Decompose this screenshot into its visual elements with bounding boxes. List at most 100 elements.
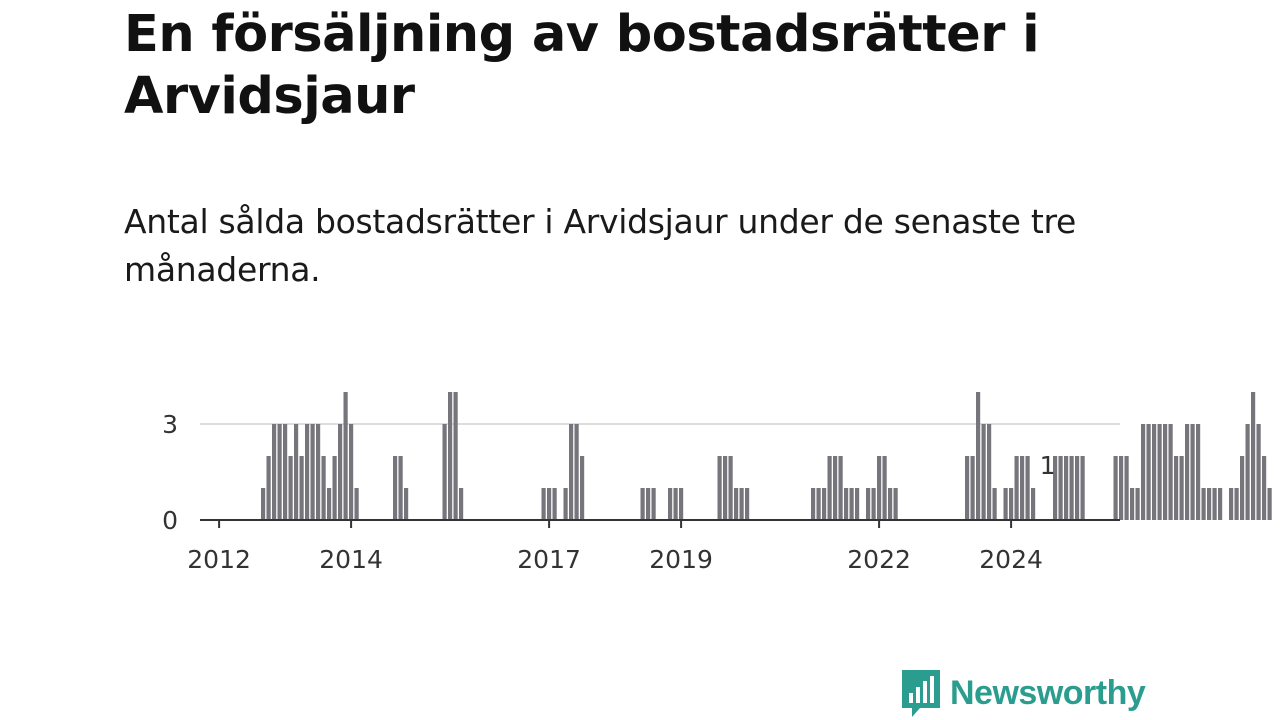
bar	[833, 456, 838, 520]
bar	[321, 456, 326, 520]
bar-chart: 0 3 1 2012 2014 2017 2019 2022 2024	[162, 392, 1272, 574]
bar	[1152, 424, 1157, 520]
bar	[310, 424, 315, 520]
bar	[1113, 456, 1118, 520]
bar	[1196, 424, 1201, 520]
bar	[1218, 488, 1223, 520]
x-tick-label: 2014	[319, 545, 383, 574]
bar	[640, 488, 645, 520]
bar	[1163, 424, 1168, 520]
bar	[1058, 456, 1063, 520]
bar	[745, 488, 750, 520]
bar	[283, 424, 288, 520]
y-tick-label: 3	[162, 410, 178, 439]
highlight-value-label: 1	[1040, 451, 1056, 480]
bar	[1124, 456, 1129, 520]
x-tick-label: 2024	[979, 545, 1043, 574]
bar	[1141, 424, 1146, 520]
bar	[888, 488, 893, 520]
bar	[1014, 456, 1019, 520]
bar	[822, 488, 827, 520]
bar	[1130, 488, 1135, 520]
bar	[1240, 456, 1245, 520]
bar	[668, 488, 673, 520]
bar	[1207, 488, 1212, 520]
bar	[574, 424, 579, 520]
bar	[877, 456, 882, 520]
bar	[294, 424, 299, 520]
bar	[288, 456, 293, 520]
bar	[976, 392, 981, 520]
bar	[261, 488, 266, 520]
bar	[882, 456, 887, 520]
bar	[1190, 424, 1195, 520]
bar	[327, 488, 332, 520]
bar	[1020, 456, 1025, 520]
bar	[1256, 424, 1261, 520]
bar	[679, 488, 684, 520]
x-tick-label: 2022	[847, 545, 911, 574]
bar	[981, 424, 986, 520]
bar	[844, 488, 849, 520]
bar	[734, 488, 739, 520]
bar	[893, 488, 898, 520]
bar	[717, 456, 722, 520]
bar	[316, 424, 321, 520]
bar	[1201, 488, 1206, 520]
bar	[1064, 456, 1069, 520]
x-tick-label: 2019	[649, 545, 713, 574]
bar	[1267, 488, 1272, 520]
bar	[299, 456, 304, 520]
bar	[1179, 456, 1184, 520]
bar	[1069, 456, 1074, 520]
bar	[739, 488, 744, 520]
bar	[343, 392, 348, 520]
bar	[569, 424, 574, 520]
brand-name: Newsworthy	[950, 673, 1146, 712]
bar	[1031, 488, 1036, 520]
bar	[1135, 488, 1140, 520]
bar	[349, 424, 354, 520]
bar	[1229, 488, 1234, 520]
bar	[552, 488, 557, 520]
bar	[541, 488, 546, 520]
bar	[1009, 488, 1014, 520]
bar	[838, 456, 843, 520]
bars	[261, 392, 1272, 520]
bar	[970, 456, 975, 520]
chart-title: En försäljning av bostadsrätter i Arvids…	[124, 5, 1040, 126]
newsworthy-logo-icon	[902, 670, 940, 717]
bar	[404, 488, 409, 520]
bar	[547, 488, 552, 520]
bar	[305, 424, 310, 520]
chart-subtitle: Antal sålda bostadsrätter i Arvidsjaur u…	[124, 202, 1077, 289]
bar	[866, 488, 871, 520]
bar	[827, 456, 832, 520]
bar	[965, 456, 970, 520]
bar	[332, 456, 337, 520]
bar	[992, 488, 997, 520]
bar	[442, 424, 447, 520]
bar	[1251, 392, 1256, 520]
bar	[563, 488, 568, 520]
bar	[723, 456, 728, 520]
brand-logo[interactable]: Newsworthy	[900, 668, 1146, 718]
bar	[1146, 424, 1151, 520]
bar	[849, 488, 854, 520]
bar	[987, 424, 992, 520]
y-tick-label: 0	[162, 506, 178, 535]
bar	[338, 424, 343, 520]
bar	[580, 456, 585, 520]
bar	[459, 488, 464, 520]
bar	[1025, 456, 1030, 520]
bar	[1185, 424, 1190, 520]
bar	[871, 488, 876, 520]
bar	[1245, 424, 1250, 520]
bar	[453, 392, 458, 520]
bar	[728, 456, 733, 520]
bar	[673, 488, 678, 520]
bar	[398, 456, 403, 520]
bar	[277, 424, 282, 520]
bar	[1262, 456, 1267, 520]
bar	[1080, 456, 1085, 520]
